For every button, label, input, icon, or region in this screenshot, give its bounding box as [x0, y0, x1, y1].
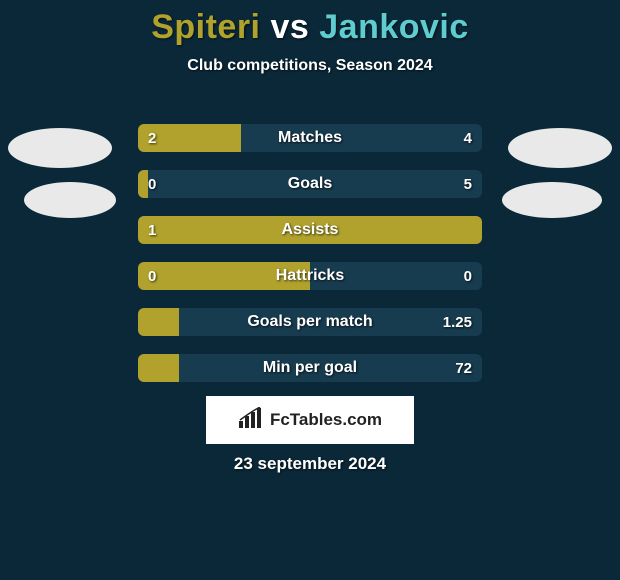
- avatar-left-2: [24, 182, 116, 218]
- stat-value-left: [138, 308, 158, 336]
- stat-value-left: 2: [138, 124, 166, 152]
- stat-bars: Matches24Goals05Assists1Hattricks00Goals…: [138, 124, 482, 400]
- stat-value-left: 0: [138, 262, 166, 290]
- title-vs: vs: [270, 8, 309, 46]
- stat-row: Goals05: [138, 170, 482, 198]
- date-text: 23 september 2024: [0, 454, 620, 474]
- brand-badge: FcTables.com: [206, 396, 414, 444]
- stat-value-right: [462, 216, 482, 244]
- title-player2: Jankovic: [319, 8, 469, 46]
- stat-bar-right: [241, 124, 482, 152]
- title-player1: Spiteri: [151, 8, 260, 46]
- stat-value-left: 0: [138, 170, 166, 198]
- stat-value-left: 1: [138, 216, 166, 244]
- brand-chart-icon: [238, 407, 264, 434]
- subtitle: Club competitions, Season 2024: [0, 57, 620, 75]
- brand-text: FcTables.com: [270, 410, 382, 430]
- stat-bar-left: [138, 216, 482, 244]
- stat-row: Matches24: [138, 124, 482, 152]
- avatar-right-1: [508, 128, 612, 168]
- stat-row: Goals per match1.25: [138, 308, 482, 336]
- stat-value-right: 0: [454, 262, 482, 290]
- stat-value-right: 4: [454, 124, 482, 152]
- stat-value-right: 72: [445, 354, 482, 382]
- stat-row: Hattricks00: [138, 262, 482, 290]
- stat-row: Min per goal72: [138, 354, 482, 382]
- page-title: Spiteri vs Jankovic: [0, 8, 620, 47]
- avatar-left-1: [8, 128, 112, 168]
- stat-value-left: [138, 354, 158, 382]
- comparison-card: Spiteri vs Jankovic Club competitions, S…: [0, 0, 620, 580]
- avatar-right-2: [502, 182, 602, 218]
- stat-value-right: 5: [454, 170, 482, 198]
- stat-value-right: 1.25: [433, 308, 482, 336]
- stat-bar-right: [148, 170, 482, 198]
- stat-row: Assists1: [138, 216, 482, 244]
- stat-bar-right: [179, 354, 482, 382]
